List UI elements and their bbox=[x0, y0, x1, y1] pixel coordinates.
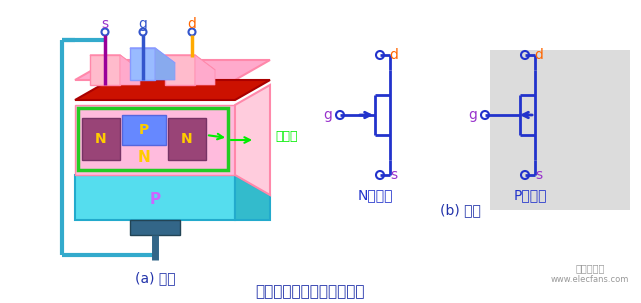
Polygon shape bbox=[82, 118, 120, 160]
Polygon shape bbox=[90, 55, 120, 85]
Text: s: s bbox=[101, 17, 108, 31]
Text: s: s bbox=[390, 168, 397, 182]
Text: (b) 符号: (b) 符号 bbox=[440, 203, 481, 217]
Polygon shape bbox=[75, 80, 270, 100]
Text: d: d bbox=[535, 48, 544, 62]
Text: N: N bbox=[181, 132, 193, 146]
Text: N沟道管: N沟道管 bbox=[357, 188, 393, 202]
Text: N: N bbox=[138, 151, 151, 165]
Polygon shape bbox=[75, 175, 270, 195]
Text: d: d bbox=[390, 48, 399, 62]
Polygon shape bbox=[122, 115, 166, 145]
Text: g: g bbox=[469, 108, 478, 122]
Text: P: P bbox=[149, 192, 160, 208]
Text: 结型场效应管的结构和符号: 结型场效应管的结构和符号 bbox=[255, 285, 365, 299]
Polygon shape bbox=[195, 55, 215, 85]
Polygon shape bbox=[130, 48, 175, 63]
Polygon shape bbox=[130, 48, 155, 80]
Polygon shape bbox=[75, 60, 270, 80]
Text: (a) 结构: (a) 结构 bbox=[135, 271, 175, 285]
Text: g: g bbox=[138, 17, 147, 31]
Polygon shape bbox=[490, 50, 630, 210]
Polygon shape bbox=[75, 175, 235, 220]
Text: P沟道管: P沟道管 bbox=[513, 188, 547, 202]
Text: s: s bbox=[535, 168, 542, 182]
Text: N: N bbox=[95, 132, 107, 146]
Text: www.elecfans.com: www.elecfans.com bbox=[551, 275, 629, 284]
Polygon shape bbox=[90, 55, 140, 70]
Polygon shape bbox=[165, 55, 215, 70]
Text: 耗尽层: 耗尽层 bbox=[275, 131, 297, 144]
Polygon shape bbox=[235, 85, 270, 195]
Polygon shape bbox=[165, 55, 195, 85]
Polygon shape bbox=[168, 118, 206, 160]
Text: d: d bbox=[188, 17, 196, 31]
Text: g: g bbox=[324, 108, 333, 122]
Text: 电子发烧友: 电子发烧友 bbox=[576, 263, 604, 273]
Polygon shape bbox=[75, 105, 235, 175]
Polygon shape bbox=[120, 55, 140, 85]
Polygon shape bbox=[155, 48, 175, 80]
Text: P: P bbox=[139, 123, 149, 137]
Polygon shape bbox=[235, 175, 270, 220]
Polygon shape bbox=[130, 220, 180, 235]
